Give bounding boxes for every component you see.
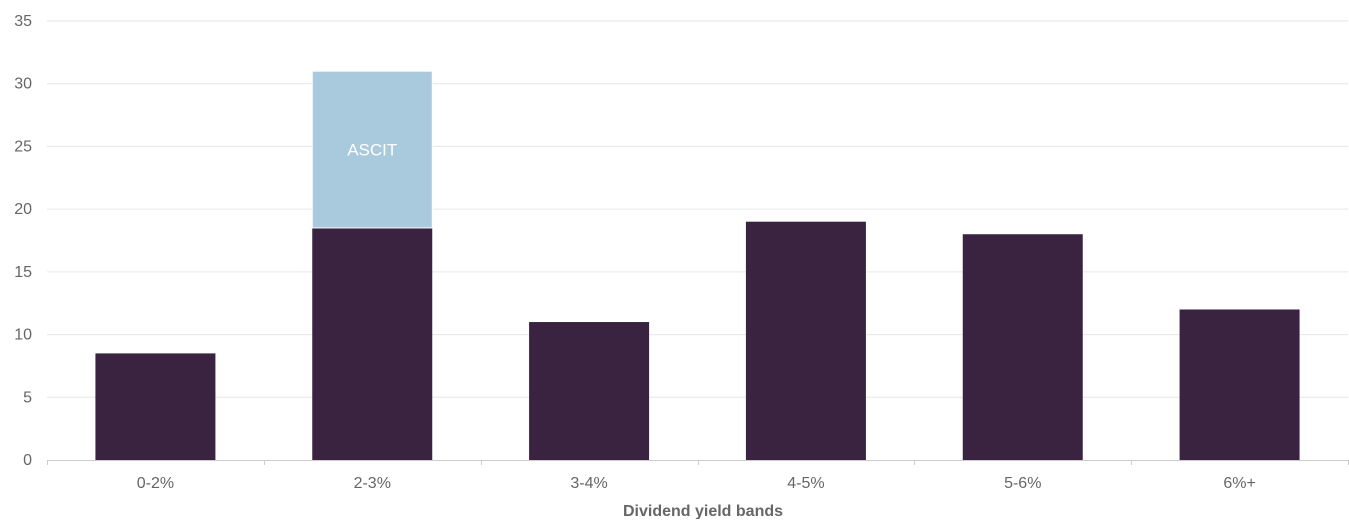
- y-tick-label: 0: [23, 452, 32, 469]
- bar-segment: [529, 322, 650, 460]
- bar-segment: [1179, 309, 1300, 460]
- y-tick-label: 25: [14, 138, 32, 155]
- x-tick-label: 0-2%: [137, 475, 174, 492]
- x-tick-label: 6%+: [1223, 475, 1255, 492]
- y-tick-label: 30: [14, 76, 32, 93]
- bar-segment: [312, 227, 433, 460]
- y-axis-tick-labels: 0 5 10 15 20 25 30 35: [14, 13, 32, 469]
- bars: [95, 70, 1300, 460]
- y-tick-label: 10: [14, 327, 32, 344]
- x-tick-label: 4-5%: [787, 475, 824, 492]
- x-axis-title: Dividend yield bands: [623, 503, 783, 519]
- x-axis: [47, 460, 1349, 465]
- bar-segment: [745, 221, 866, 460]
- x-axis-tick-labels: 0-2% 2-3% 3-4% 4-5% 5-6% 6%+: [137, 475, 1256, 492]
- y-tick-label: 15: [14, 264, 32, 281]
- y-tick-label: 5: [23, 389, 32, 406]
- x-tick-label: 3-4%: [570, 475, 607, 492]
- bar-segment: [962, 234, 1083, 460]
- y-tick-label: 35: [14, 13, 32, 30]
- x-tick-label: 5-6%: [1004, 475, 1041, 492]
- y-tick-label: 20: [14, 201, 32, 218]
- gridlines: [47, 20, 1348, 398]
- bar-segment: [311, 70, 433, 229]
- segment-labels: ASCIT: [347, 141, 397, 160]
- bar-segment: [95, 353, 216, 460]
- segment-label: ASCIT: [347, 141, 397, 160]
- x-tick-label: 2-3%: [354, 475, 391, 492]
